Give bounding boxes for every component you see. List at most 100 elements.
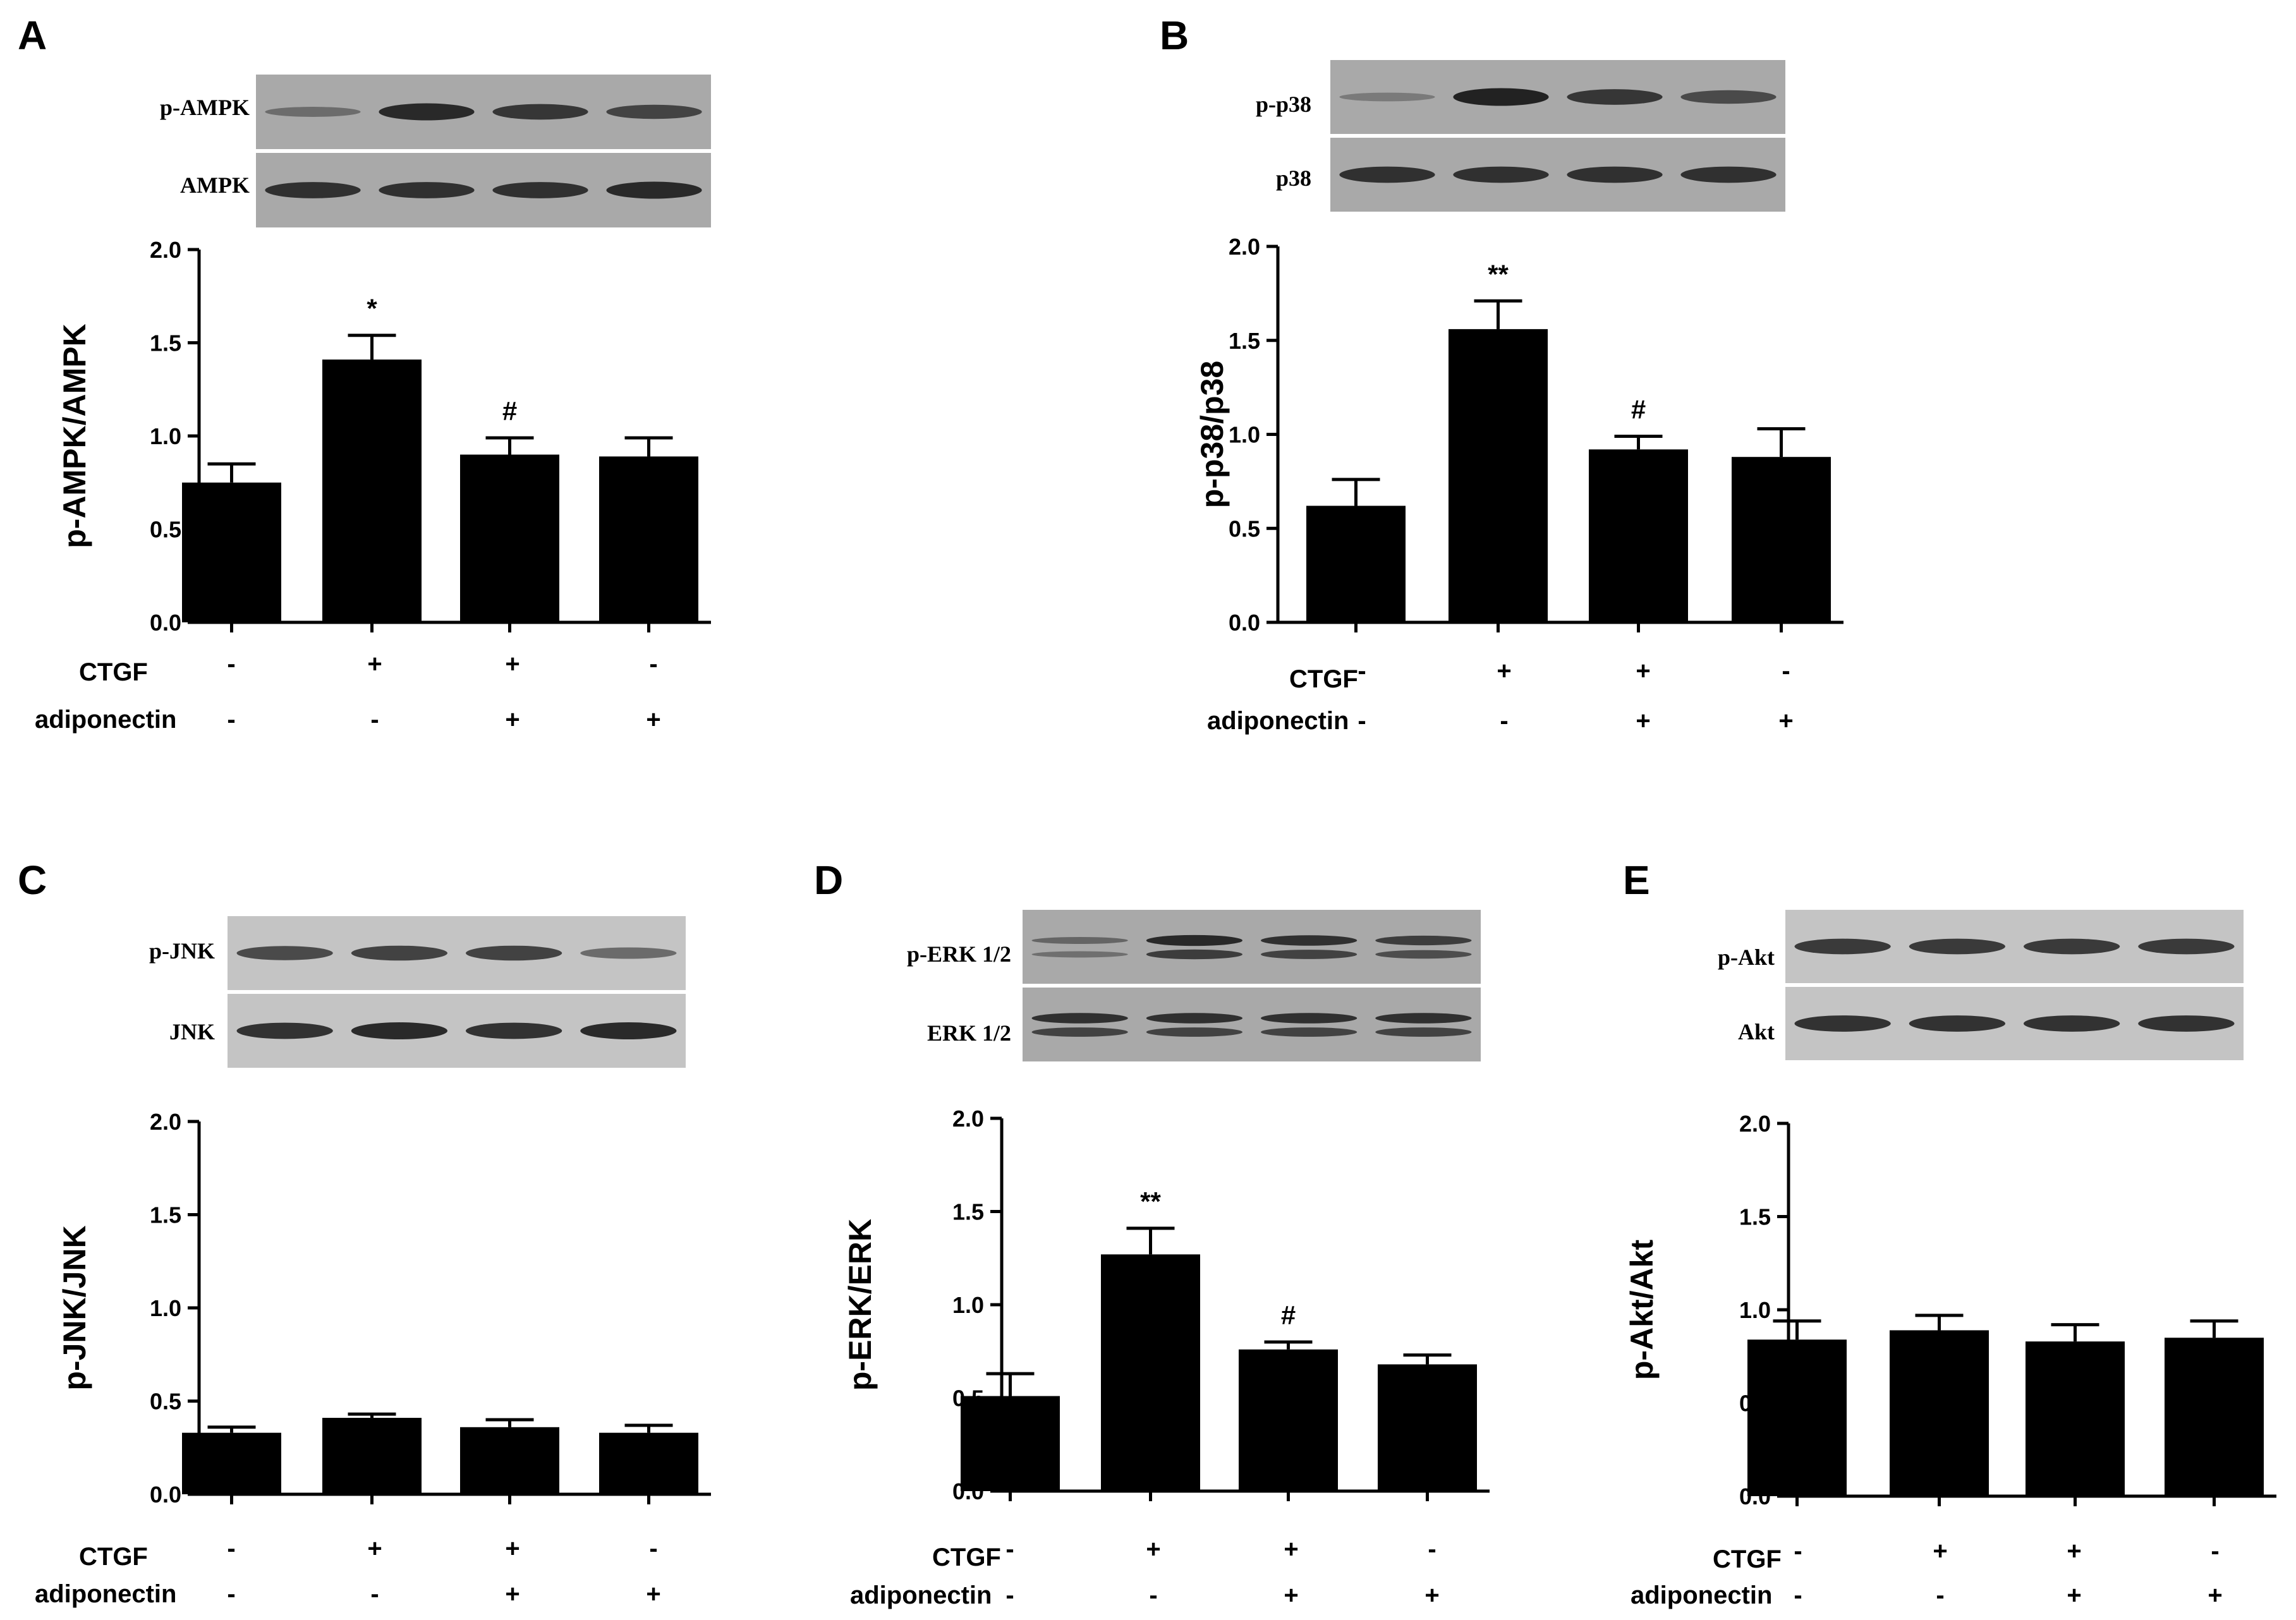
panel-a: Ap-AMPK AMPK 0.0 0.5 1.0 1.5 2.0 p-AMPK/AMPK * # C…	[18, 13, 711, 734]
blot-band	[1375, 1013, 1472, 1024]
y-tick-label: 0.0	[1229, 610, 1260, 636]
condition-sign-adiponectin: +	[505, 1580, 519, 1608]
condition-sign-adiponectin: +	[646, 706, 660, 734]
blot-band	[1339, 92, 1435, 102]
blot-band	[1146, 1027, 1242, 1037]
blot-band	[2024, 938, 2120, 955]
bar	[322, 1418, 422, 1494]
western-blot: p-Akt Akt	[1718, 910, 2244, 1060]
blot-strip	[1023, 910, 1481, 984]
y-tick-label: 0.5	[150, 1389, 181, 1415]
blot-band	[1261, 935, 1358, 946]
y-tick-label: 1.5	[1229, 328, 1260, 354]
blot-band	[1909, 1015, 2005, 1032]
condition-sign-adiponectin: -	[227, 1580, 235, 1608]
blot-band	[351, 1022, 447, 1039]
bar	[1890, 1330, 1989, 1496]
condition-sign-adiponectin: -	[1149, 1581, 1157, 1609]
condition-sign-adiponectin: +	[2208, 1581, 2222, 1609]
y-tick-label: 2.0	[150, 1109, 181, 1135]
western-blot: p-AMPK AMPK	[160, 75, 711, 227]
blot-band	[1453, 166, 1549, 183]
condition-sign-ctgf: +	[505, 1535, 519, 1563]
condition-sign-ctgf: +	[1933, 1537, 1947, 1565]
bar	[1449, 329, 1548, 622]
condition-sign-adiponectin: +	[2067, 1581, 2081, 1609]
blot-band	[1375, 950, 1472, 959]
blot-row-label: p-Akt	[1718, 945, 1775, 970]
condition-sign-ctgf: +	[1146, 1535, 1160, 1563]
blot-band	[236, 946, 333, 960]
blot-band	[1453, 88, 1549, 106]
western-blot: p-ERK 1/2 ERK 1/2	[907, 910, 1481, 1061]
bar	[322, 360, 422, 622]
bar	[1101, 1254, 1200, 1491]
condition-sign-adiponectin: -	[1794, 1581, 1802, 1609]
blot-band	[265, 182, 361, 198]
y-axis-label: p-JNK/JNK	[57, 1225, 92, 1390]
condition-label-adiponectin: adiponectin	[1631, 1581, 1772, 1609]
bar	[2165, 1338, 2264, 1496]
significance-mark: #	[1631, 394, 1646, 424]
condition-sign-adiponectin: -	[227, 706, 235, 734]
condition-label-adiponectin: adiponectin	[850, 1581, 992, 1609]
bar	[1732, 457, 1831, 622]
bar	[460, 1427, 559, 1494]
y-tick-label: 1.5	[150, 1202, 181, 1228]
y-axis-label: p-Akt/Akt	[1624, 1240, 1660, 1381]
panel-letter: D	[814, 857, 843, 903]
condition-sign-ctgf: +	[2067, 1537, 2081, 1565]
significance-mark: **	[1140, 1187, 1161, 1216]
blot-band	[1031, 937, 1128, 944]
condition-sign-ctgf: -	[1782, 657, 1790, 685]
bar	[1747, 1339, 1847, 1496]
blot-band	[2024, 1015, 2120, 1032]
condition-sign-ctgf: +	[367, 650, 382, 678]
western-blot: p-JNK JNK	[149, 916, 686, 1068]
condition-label-ctgf: CTGF	[1713, 1545, 1782, 1573]
condition-label-ctgf: CTGF	[1289, 665, 1358, 693]
bar	[961, 1396, 1060, 1491]
panel-letter: B	[1160, 13, 1189, 58]
condition-sign-ctgf: +	[1636, 657, 1650, 685]
y-tick-label: 0.5	[150, 517, 181, 543]
condition-sign-ctgf: +	[1497, 657, 1511, 685]
condition-sign-adiponectin: +	[1284, 1581, 1298, 1609]
blot-row-label: p38	[1276, 166, 1311, 191]
condition-sign-adiponectin: +	[1778, 707, 1793, 735]
blot-row-label: p-AMPK	[160, 95, 250, 120]
blot-row-label: Akt	[1738, 1019, 1775, 1044]
blot-band	[580, 1022, 677, 1039]
y-tick-label: 1.0	[1229, 422, 1260, 448]
blot-band	[1031, 1013, 1128, 1024]
bar	[1306, 505, 1406, 622]
y-tick-label: 1.5	[150, 330, 181, 356]
y-axis: 0.0 0.5 1.0 1.5 2.0	[150, 1109, 201, 1508]
condition-label-adiponectin: adiponectin	[35, 706, 176, 734]
significance-mark: #	[502, 396, 517, 426]
condition-sign-adiponectin: +	[505, 706, 519, 734]
y-tick-label: 1.5	[1739, 1204, 1771, 1230]
blot-row-label: p-ERK 1/2	[907, 941, 1011, 967]
blot-band	[466, 945, 562, 961]
blot-band	[1146, 1013, 1242, 1024]
blot-band	[1261, 950, 1358, 959]
condition-sign-ctgf: -	[649, 1535, 657, 1563]
blot-band	[1680, 166, 1777, 183]
blot-row-label: p-JNK	[149, 938, 215, 964]
bar	[1239, 1349, 1338, 1491]
blot-band	[1680, 90, 1777, 104]
y-tick-label: 1.5	[952, 1199, 984, 1225]
significance-mark: **	[1488, 259, 1509, 289]
blot-band	[1794, 938, 1891, 955]
condition-label-adiponectin: adiponectin	[35, 1580, 176, 1608]
panel-letter: E	[1623, 857, 1650, 903]
blot-band	[606, 104, 702, 119]
blot-band	[492, 104, 588, 120]
blot-band	[1567, 89, 1663, 105]
bar	[599, 1432, 698, 1494]
y-axis-label: p-AMPK/AMPK	[57, 323, 92, 548]
y-axis-label: p-p38/p38	[1194, 361, 1230, 508]
blot-band	[1909, 938, 2005, 955]
